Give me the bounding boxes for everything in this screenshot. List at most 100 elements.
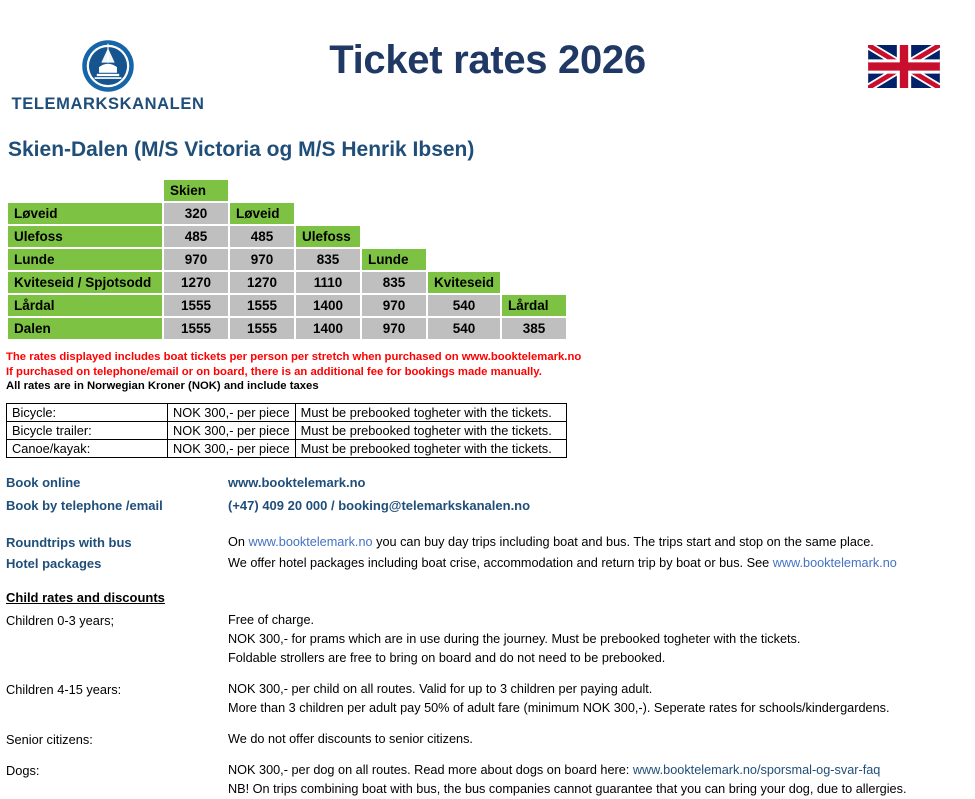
detail-line: Free of charge. bbox=[228, 612, 315, 627]
detail-line: More than 3 children per adult pay 50% o… bbox=[228, 700, 890, 715]
dogs-label: Dogs: bbox=[6, 762, 40, 778]
extras-item-price: NOK 300,- per piece bbox=[167, 402, 296, 422]
extras-item-note: Must be prebooked togheter with the tick… bbox=[294, 402, 567, 422]
booking-phone-label: Book by telephone /email bbox=[6, 497, 163, 513]
extras-item-label: Bicycle trailer: bbox=[6, 420, 168, 440]
matrix-price-cell: 1555 bbox=[164, 318, 228, 339]
matrix-price-cell: 970 bbox=[362, 295, 426, 316]
matrix-price-cell: 1270 bbox=[164, 272, 228, 293]
senior-citizens-lines: We do not offer discounts to senior citi… bbox=[228, 730, 473, 749]
dogs-faq-link[interactable]: www.booktelemark.no/sporsmal-og-svar-faq bbox=[632, 762, 881, 777]
child-rates-heading: Child rates and discounts bbox=[6, 589, 165, 605]
page-title: Ticket rates 2026 bbox=[329, 38, 646, 82]
hotel-packages-label: Hotel packages bbox=[6, 555, 102, 571]
table-row: Canoe/kayak: NOK 300,- per piece Must be… bbox=[6, 438, 567, 458]
table-row: Dalen 1555 1555 1400 970 540 385 bbox=[8, 318, 567, 339]
table-row: Lunde 970 970 835 Lunde bbox=[8, 249, 566, 270]
matrix-price-cell: 540 bbox=[428, 295, 501, 316]
matrix-diagonal-ulefoss: Ulefoss bbox=[296, 226, 360, 247]
table-row: Lårdal 1555 1555 1400 970 540 Lårdal bbox=[8, 295, 567, 316]
senior-citizens-label: Senior citizens: bbox=[6, 731, 93, 747]
spacer bbox=[6, 518, 975, 532]
dogs-lines: NOK 300,- per dog on all routes. Read mo… bbox=[228, 761, 906, 799]
matrix-row-label-ulefoss: Ulefoss bbox=[8, 226, 162, 247]
brand-logo: TELEMARKSKANALEN bbox=[8, 38, 208, 114]
extras-item-price: NOK 300,- per piece bbox=[167, 420, 296, 440]
roundtrips-row: Roundtrips with bus On www.booktelemark.… bbox=[6, 532, 975, 553]
child-rates-block: Children 0-3 years; Free of charge. NOK … bbox=[6, 611, 975, 799]
extras-item-note: Must be prebooked togheter with the tick… bbox=[294, 438, 567, 458]
matrix-price-cell: 970 bbox=[230, 249, 294, 270]
children-4-15-lines: NOK 300,- per child on all routes. Valid… bbox=[228, 680, 890, 718]
matrix-price-cell: 385 bbox=[502, 318, 567, 339]
children-0-3-row: Children 0-3 years; Free of charge. NOK … bbox=[6, 611, 975, 668]
matrix-price-cell: 1110 bbox=[296, 272, 360, 293]
booking-info-block: Book online www.booktelemark.no Book by … bbox=[6, 472, 975, 574]
matrix-diagonal-skien: Skien bbox=[164, 180, 228, 201]
hotel-text-pre: We offer hotel packages including boat c… bbox=[228, 555, 773, 570]
matrix-price-cell: 540 bbox=[428, 318, 501, 339]
matrix-price-cell: 1400 bbox=[296, 295, 360, 316]
matrix-row-label-loveid: Løveid bbox=[8, 203, 162, 224]
children-0-3-lines: Free of charge. NOK 300,- for prams whic… bbox=[228, 611, 800, 668]
matrix-row-label-kviteseid: Kviteseid / Spjotsodd bbox=[8, 272, 162, 293]
roundtrips-text-post: you can buy day trips including boat and… bbox=[372, 534, 874, 549]
matrix-corner-cell bbox=[8, 180, 162, 201]
matrix-price-cell: 1555 bbox=[164, 295, 228, 316]
page-header: TELEMARKSKANALEN Ticket rates 2026 bbox=[0, 0, 975, 120]
children-4-15-label: Children 4-15 years: bbox=[6, 681, 122, 697]
matrix-diagonal-kviteseid: Kviteseid bbox=[428, 272, 501, 293]
matrix-price-cell: 970 bbox=[362, 318, 426, 339]
matrix-diagonal-lunde: Lunde bbox=[362, 249, 426, 270]
table-row: Bicycle trailer: NOK 300,- per piece Mus… bbox=[6, 420, 567, 440]
route-heading: Skien-Dalen (M/S Victoria og M/S Henrik … bbox=[8, 138, 475, 161]
matrix-price-cell: 485 bbox=[164, 226, 228, 247]
roundtrips-label: Roundtrips with bus bbox=[6, 534, 132, 550]
booking-online-link[interactable]: www.booktelemark.no bbox=[228, 474, 366, 490]
children-4-15-row: Children 4-15 years: NOK 300,- per child… bbox=[6, 680, 975, 718]
matrix-row-label-lardal: Lårdal bbox=[8, 295, 162, 316]
table-row-header: Skien bbox=[8, 180, 566, 201]
roundtrips-link[interactable]: www.booktelemark.no bbox=[248, 534, 373, 549]
hotel-packages-description: We offer hotel packages including boat c… bbox=[228, 553, 897, 574]
detail-line: NB! On trips combining boat with bus, th… bbox=[228, 781, 907, 796]
table-row: Løveid 320 Løveid bbox=[8, 203, 566, 224]
booking-online-row: Book online www.booktelemark.no bbox=[6, 472, 975, 493]
brand-wordmark: TELEMARKSKANALEN bbox=[11, 95, 205, 113]
matrix-diagonal-lardal: Lårdal bbox=[502, 295, 567, 316]
disclaimer-line-2: If purchased on telephone/email or on bo… bbox=[6, 365, 542, 378]
matrix-price-cell: 835 bbox=[296, 249, 360, 270]
detail-line: NOK 300,- for prams which are in use dur… bbox=[228, 631, 801, 646]
matrix-price-cell: 320 bbox=[164, 203, 228, 224]
matrix-price-cell: 485 bbox=[230, 226, 294, 247]
matrix-price-cell: 1555 bbox=[230, 295, 294, 316]
matrix-row-label-dalen: Dalen bbox=[8, 318, 162, 339]
booking-phone-email-value[interactable]: (+47) 409 20 000 / booking@telemarkskana… bbox=[228, 497, 531, 513]
rate-disclaimer-notes: The rates displayed includes boat ticket… bbox=[6, 350, 975, 394]
matrix-price-cell: 835 bbox=[362, 272, 426, 293]
extras-item-price: NOK 300,- per piece bbox=[167, 438, 296, 458]
hotel-packages-row: Hotel packages We offer hotel packages i… bbox=[6, 553, 975, 574]
senior-citizens-row: Senior citizens: We do not offer discoun… bbox=[6, 730, 975, 749]
hotel-link[interactable]: www.booktelemark.no bbox=[772, 555, 897, 570]
extras-item-label: Bicycle: bbox=[6, 402, 168, 422]
detail-line: NOK 300,- per child on all routes. Valid… bbox=[228, 681, 653, 696]
matrix-price-cell: 1400 bbox=[296, 318, 360, 339]
extras-price-table: Bicycle: NOK 300,- per piece Must be pre… bbox=[6, 402, 567, 458]
roundtrips-description: On www.booktelemark.no you can buy day t… bbox=[228, 532, 874, 553]
union-jack-flag-icon bbox=[868, 45, 940, 88]
extras-item-label: Canoe/kayak: bbox=[6, 438, 168, 458]
roundtrips-text-pre: On bbox=[228, 534, 249, 549]
detail-line: We do not offer discounts to senior citi… bbox=[228, 731, 473, 746]
matrix-price-cell: 970 bbox=[164, 249, 228, 270]
booking-phone-row: Book by telephone /email (+47) 409 20 00… bbox=[6, 495, 975, 516]
disclaimer-line-3: All rates are in Norwegian Kroner (NOK) … bbox=[6, 380, 319, 392]
matrix-price-cell: 1555 bbox=[230, 318, 294, 339]
detail-line: Foldable strollers are free to bring on … bbox=[228, 650, 666, 665]
telemarkskanalen-circular-logo-icon bbox=[82, 40, 134, 92]
children-0-3-label: Children 0-3 years; bbox=[6, 612, 115, 628]
extras-item-note: Must be prebooked togheter with the tick… bbox=[294, 420, 567, 440]
detail-line: NOK 300,- per dog on all routes. Read mo… bbox=[228, 761, 906, 780]
table-row: Kviteseid / Spjotsodd 1270 1270 1110 835… bbox=[8, 272, 566, 293]
matrix-row-label-lunde: Lunde bbox=[8, 249, 162, 270]
